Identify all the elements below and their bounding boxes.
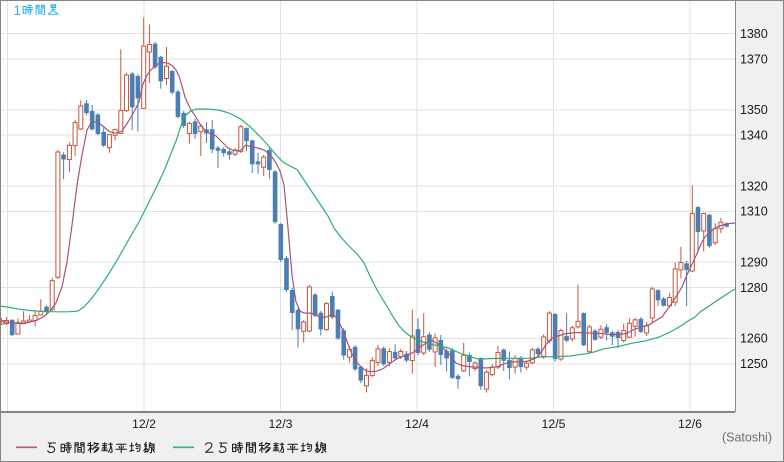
svg-text:1260: 1260 [740, 332, 768, 346]
svg-text:1340: 1340 [740, 129, 768, 143]
svg-text:12/4: 12/4 [405, 417, 429, 431]
svg-text:1280: 1280 [740, 281, 768, 295]
svg-text:1320: 1320 [740, 179, 768, 193]
svg-text:(Satoshi): (Satoshi) [722, 431, 772, 445]
svg-text:12/5: 12/5 [542, 417, 566, 431]
svg-text:12/2: 12/2 [132, 417, 156, 431]
svg-text:1310: 1310 [740, 205, 768, 219]
svg-text:1290: 1290 [740, 256, 768, 270]
svg-text:1380: 1380 [740, 27, 768, 41]
svg-text:1250: 1250 [740, 357, 768, 371]
svg-text:12/6: 12/6 [678, 417, 702, 431]
svg-text:1350: 1350 [740, 103, 768, 117]
svg-text:12/3: 12/3 [269, 417, 293, 431]
svg-text:1: 1 [14, 3, 22, 18]
svg-text:1370: 1370 [740, 52, 768, 66]
